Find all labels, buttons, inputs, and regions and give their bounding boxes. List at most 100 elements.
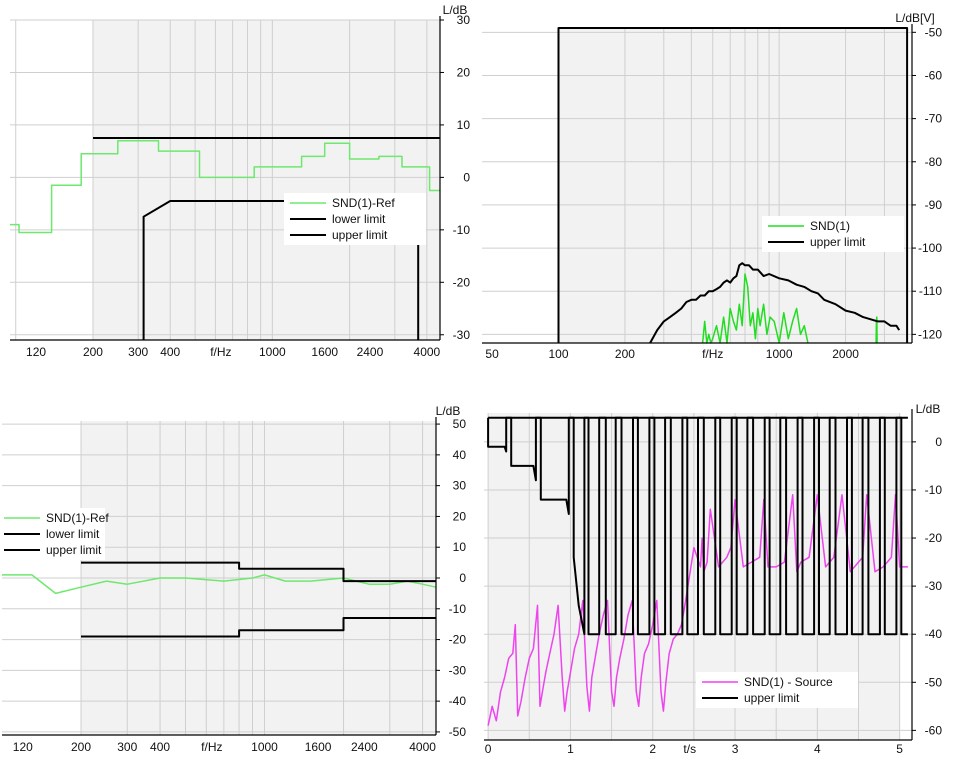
x-tick-label: 2000	[832, 347, 859, 361]
y-tick-label: 30	[457, 13, 471, 27]
y-tick-label: -10	[449, 602, 467, 616]
series-upper-limit-line	[649, 262, 901, 344]
x-tick-label: 120	[26, 345, 46, 359]
y-tick-label: -30	[453, 328, 471, 342]
x-tick-label: 400	[160, 345, 180, 359]
legend-entry: SND(1)-Ref	[46, 511, 109, 525]
x-tick-label: 2400	[357, 345, 384, 359]
y-tick-label: -10	[925, 483, 943, 497]
series-upper-limit-line	[487, 416, 908, 636]
grid	[2, 421, 436, 735]
series-snd-1-source-line	[487, 494, 908, 726]
y-tick-label: 0	[459, 571, 466, 585]
x-tick-label: t/s	[683, 742, 696, 756]
chart-panel-1: 30 20 10 0 -10 -20 -30 120 200 300 400 f/Hz 1000 1600…	[10, 3, 470, 359]
chart-panel-3: 50 40 30 20 10 0 -10 -20 -30 -40 -50 120 200 300 400 f/…	[0, 404, 466, 754]
y-tick-label: 10	[457, 118, 471, 132]
x-tick-label: 1600	[311, 345, 338, 359]
y-tick-label: 0	[935, 435, 942, 449]
x-tick-label: 300	[117, 740, 137, 754]
legend-background	[762, 216, 904, 252]
y-tick-label: -30	[449, 663, 467, 677]
legend-entry: SND(1)	[810, 219, 850, 233]
x-tick-label: 2	[649, 742, 656, 756]
legend-entry: upper limit	[744, 691, 800, 705]
x-tick-label: 1	[567, 742, 574, 756]
series-group	[487, 416, 908, 726]
y-tick-label: -40	[925, 627, 943, 641]
y-tick-label: 20	[453, 509, 467, 523]
y-tick-label: -20	[453, 275, 471, 289]
series-snd-1-ref-line	[2, 574, 437, 595]
x-tick-label: 4000	[414, 345, 441, 359]
y-tick-label: -70	[925, 112, 943, 126]
series-group	[557, 27, 909, 344]
x-tick-label: 1000	[259, 345, 286, 359]
series-snd-1-line	[875, 316, 878, 344]
x-tick-label: 1000	[251, 740, 278, 754]
y-tick-label: 30	[453, 479, 467, 493]
x-tick-label: 3	[732, 742, 739, 756]
x-tick-label: 1600	[305, 740, 332, 754]
chart-panel-2: -50 -60 -70 -80 -90 -100 -110 -120 50 100 200 f/Hz 1…	[482, 11, 942, 361]
y-tick-label: -100	[918, 241, 942, 255]
x-tick-label: 2400	[351, 740, 378, 754]
y-tick-label: -50	[449, 725, 467, 739]
y-tick-label: -50	[925, 675, 943, 689]
y-axis-label: L/dB[V]	[895, 11, 934, 25]
y-tick-label: -60	[925, 68, 943, 82]
series-upper-limit-line	[557, 27, 909, 343]
series-group	[10, 137, 440, 340]
y-axis-label: L/dB	[436, 404, 461, 418]
series-lower-limit-line	[142, 200, 420, 340]
series-upper-limit-line	[81, 561, 436, 583]
x-tick-label: 4000	[409, 740, 436, 754]
x-tick-label: 300	[128, 345, 148, 359]
x-tick-label: 1000	[766, 347, 793, 361]
y-tick-label: -40	[449, 694, 467, 708]
x-tick-label: f/Hz	[210, 345, 231, 359]
x-tick-label: f/Hz	[201, 740, 222, 754]
x-tick-label: 200	[71, 740, 91, 754]
chart-panel-4: 0 -10 -20 -30 -40 -50 -60 0 1 2 t/s 3 4 5 L/dB SND(1) -…	[484, 402, 942, 756]
x-tick-label: f/Hz	[702, 347, 723, 361]
legend-background	[696, 672, 858, 708]
legend: SND(1)-Ref lower limit upper limit	[0, 508, 109, 560]
legend-entry: SND(1)-Ref	[332, 196, 395, 210]
legend-entry: lower limit	[332, 212, 386, 226]
y-tick-label: -110	[919, 284, 942, 298]
series-lower-limit-line	[81, 617, 436, 638]
series-snd-1-line	[701, 273, 809, 344]
y-tick-label: 50	[453, 417, 467, 431]
shaded-region	[92, 20, 440, 340]
legend-entry: upper limit	[46, 543, 102, 557]
y-tick-label: -50	[925, 25, 943, 39]
x-tick-label: 4	[814, 742, 821, 756]
y-tick-label: 40	[453, 448, 467, 462]
x-tick-label: 50	[485, 347, 499, 361]
legend-entry: lower limit	[46, 527, 100, 541]
legend-entry: SND(1) - Source	[744, 675, 833, 689]
x-tick-label: 200	[83, 345, 103, 359]
x-tick-label: 120	[13, 740, 33, 754]
x-tick-label: 0	[485, 742, 492, 756]
y-tick-label: 20	[457, 65, 471, 79]
x-tick-label: 5	[896, 742, 903, 756]
y-tick-label: 10	[453, 540, 467, 554]
legend-entry: upper limit	[332, 228, 388, 242]
y-tick-label: -80	[925, 155, 943, 169]
y-axis-label: L/dB	[916, 402, 941, 416]
y-tick-label: -60	[925, 723, 943, 737]
series-group	[2, 561, 437, 638]
x-tick-label: 100	[549, 347, 569, 361]
y-tick-label: 0	[463, 170, 470, 184]
x-tick-label: 400	[150, 740, 170, 754]
y-tick-label: -120	[918, 327, 942, 341]
y-axis-label: L/dB	[443, 3, 468, 17]
series-snd-1-ref-line	[10, 139, 440, 234]
y-tick-label: -90	[925, 198, 943, 212]
legend: SND(1) - Source upper limit	[696, 672, 858, 708]
y-tick-label: -20	[449, 633, 467, 647]
y-tick-label: -10	[453, 223, 471, 237]
